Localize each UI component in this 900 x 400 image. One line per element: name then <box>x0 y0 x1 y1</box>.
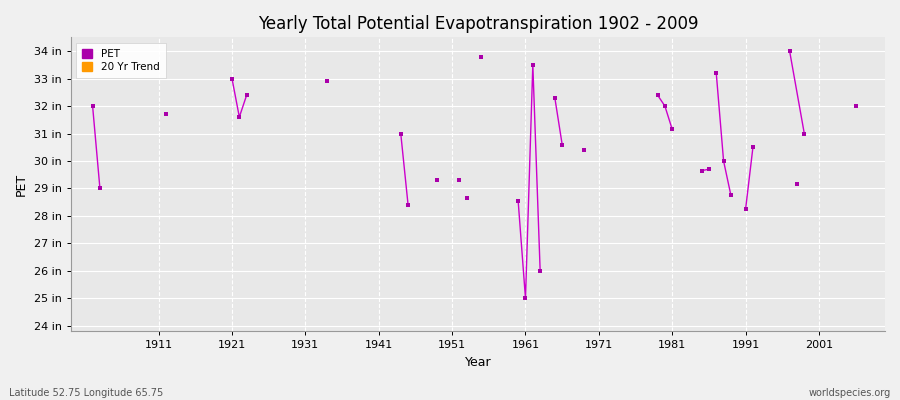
Point <box>797 130 812 137</box>
Point <box>474 53 489 60</box>
Title: Yearly Total Potential Evapotranspiration 1902 - 2009: Yearly Total Potential Evapotranspiratio… <box>257 15 698 33</box>
Text: Latitude 52.75 Longitude 65.75: Latitude 52.75 Longitude 65.75 <box>9 388 163 398</box>
Point <box>724 192 738 198</box>
Legend: PET, 20 Yr Trend: PET, 20 Yr Trend <box>76 42 166 78</box>
Point <box>695 168 709 174</box>
Point <box>716 158 731 164</box>
Point <box>658 103 672 109</box>
Point <box>225 75 239 82</box>
Point <box>460 195 474 201</box>
Point <box>511 198 526 204</box>
Point <box>738 206 752 212</box>
Point <box>452 177 466 184</box>
X-axis label: Year: Year <box>464 356 491 369</box>
Point <box>651 92 665 98</box>
Point <box>393 130 408 137</box>
Point <box>746 144 760 150</box>
Point <box>577 147 591 153</box>
Point <box>849 103 863 109</box>
Point <box>709 70 724 76</box>
Point <box>547 94 562 101</box>
Point <box>518 295 533 302</box>
Point <box>320 78 335 84</box>
Point <box>526 62 540 68</box>
Point <box>430 177 445 184</box>
Point <box>86 103 100 109</box>
Point <box>158 111 173 118</box>
Point <box>555 141 570 148</box>
Text: worldspecies.org: worldspecies.org <box>809 388 891 398</box>
Point <box>232 114 247 120</box>
Point <box>533 268 547 274</box>
Point <box>93 185 107 192</box>
Point <box>239 92 254 98</box>
Point <box>782 48 796 54</box>
Y-axis label: PET: PET <box>15 173 28 196</box>
Point <box>665 126 680 133</box>
Point <box>702 166 716 172</box>
Point <box>400 202 415 208</box>
Point <box>790 181 805 188</box>
